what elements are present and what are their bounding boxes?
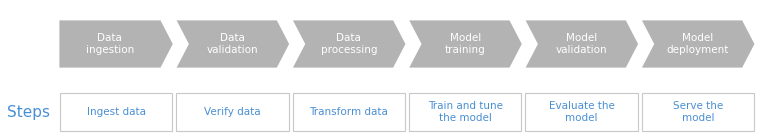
- Text: Transform data: Transform data: [309, 107, 388, 117]
- Text: Model
validation: Model validation: [555, 33, 607, 55]
- FancyBboxPatch shape: [176, 93, 288, 131]
- Text: Model
deployment: Model deployment: [667, 33, 729, 55]
- Polygon shape: [291, 19, 407, 69]
- Text: Data
validation: Data validation: [207, 33, 259, 55]
- FancyBboxPatch shape: [293, 93, 405, 131]
- Text: Steps: Steps: [7, 105, 50, 120]
- Polygon shape: [523, 19, 639, 69]
- Polygon shape: [639, 19, 756, 69]
- Text: Serve the
model: Serve the model: [673, 101, 723, 123]
- Text: Ingest data: Ingest data: [87, 107, 146, 117]
- Polygon shape: [407, 19, 523, 69]
- FancyBboxPatch shape: [642, 93, 754, 131]
- FancyBboxPatch shape: [60, 93, 172, 131]
- FancyBboxPatch shape: [526, 93, 638, 131]
- Text: Model
training: Model training: [445, 33, 485, 55]
- Text: Verify data: Verify data: [204, 107, 261, 117]
- Polygon shape: [58, 19, 174, 69]
- Text: Evaluate the
model: Evaluate the model: [549, 101, 614, 123]
- FancyBboxPatch shape: [409, 93, 521, 131]
- Text: Train and tune
the model: Train and tune the model: [428, 101, 503, 123]
- Text: Data
processing: Data processing: [320, 33, 377, 55]
- Text: Data
ingestion: Data ingestion: [85, 33, 134, 55]
- Polygon shape: [174, 19, 291, 69]
